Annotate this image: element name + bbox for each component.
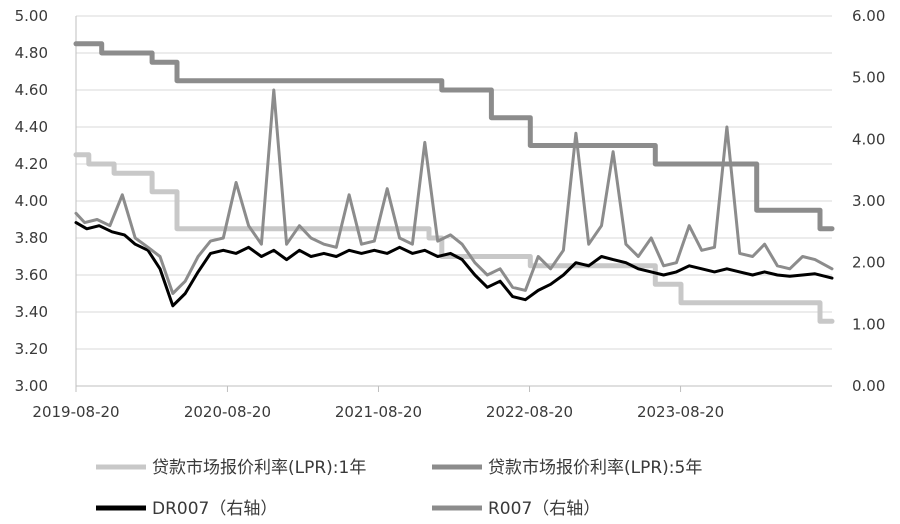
legend-label: 贷款市场报价利率(LPR):5年	[488, 458, 702, 478]
y-left-tick-label: 4.20	[15, 155, 48, 173]
grid	[76, 15, 832, 350]
series-line-0	[73, 152, 835, 324]
legend-label: R007（右轴）	[488, 499, 600, 519]
x-tick-label: 2022-08-20	[486, 403, 573, 421]
right-axis-ticks: 0.00 1.00 2.00 3.00 4.00 5.00 6.00	[852, 7, 885, 395]
x-tick-label: 2021-08-20	[335, 403, 422, 421]
y-left-tick-label: 4.40	[15, 118, 48, 136]
x-tick-label: 2023-08-20	[637, 403, 724, 421]
left-axis-ticks: 3.00 3.20 3.40 3.60 3.80 4.00 4.20 4.40 4.60 4.80…	[15, 7, 48, 395]
y-right-tick-label: 0.00	[852, 377, 885, 395]
legend-label: 贷款市场报价利率(LPR):1年	[152, 458, 366, 478]
x-tick-label: 2020-08-20	[184, 403, 271, 421]
y-left-tick-label: 3.20	[15, 340, 48, 358]
axes	[75, 16, 832, 392]
legend: 贷款市场报价利率(LPR):1年 贷款市场报价利率(LPR):5年 DR007（右轴…	[96, 458, 702, 519]
series-line-2	[74, 221, 834, 308]
series-line-3	[74, 88, 834, 295]
legend-label: DR007（右轴）	[152, 499, 277, 519]
series-line-1	[73, 41, 835, 232]
y-right-tick-label: 5.00	[852, 69, 885, 87]
y-left-tick-label: 4.60	[15, 81, 48, 99]
x-tick-label: 2019-08-20	[32, 403, 119, 421]
x-axis-ticks: 2019-08-20 2020-08-20 2021-08-20 2022-08-20…	[32, 403, 724, 421]
y-left-tick-label: 5.00	[15, 7, 48, 25]
y-left-tick-label: 3.60	[15, 266, 48, 284]
y-right-tick-label: 3.00	[852, 192, 885, 210]
y-left-tick-label: 4.00	[15, 192, 48, 210]
y-left-tick-label: 4.80	[15, 44, 48, 62]
y-left-tick-label: 3.40	[15, 303, 48, 321]
y-left-tick-label: 3.80	[15, 229, 48, 247]
y-left-tick-label: 3.00	[15, 377, 48, 395]
y-right-tick-label: 6.00	[852, 7, 885, 25]
y-right-tick-label: 2.00	[852, 254, 885, 272]
y-right-tick-label: 4.00	[852, 130, 885, 148]
series-layer	[73, 41, 835, 324]
y-right-tick-label: 1.00	[852, 315, 885, 333]
